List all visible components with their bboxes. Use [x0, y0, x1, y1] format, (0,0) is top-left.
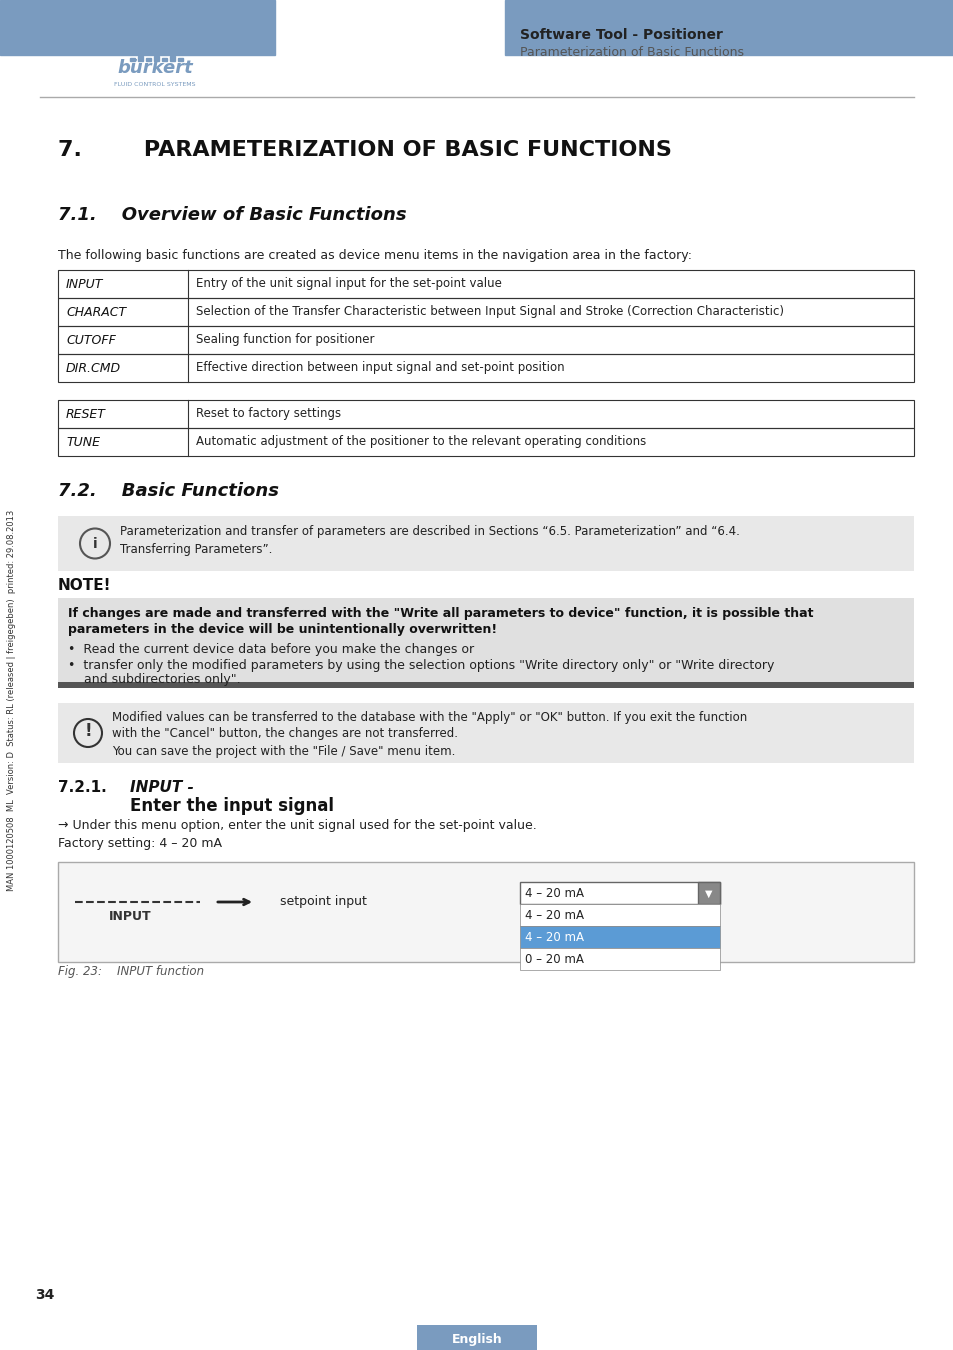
- Bar: [519, 882, 720, 905]
- Text: setpoint input: setpoint input: [280, 895, 367, 909]
- Text: 7.        PARAMETERIZATION OF BASIC FUNCTIONS: 7. PARAMETERIZATION OF BASIC FUNCTIONS: [58, 140, 671, 161]
- Bar: [519, 926, 720, 948]
- Text: FLUID CONTROL SYSTEMS: FLUID CONTROL SYSTEMS: [114, 81, 195, 86]
- Text: Effective direction between input signal and set-point position: Effective direction between input signal…: [195, 362, 564, 374]
- Bar: [58, 354, 913, 382]
- Bar: [138, 55, 143, 61]
- Text: Transferring Parameters”.: Transferring Parameters”.: [120, 543, 273, 555]
- Text: NOTE!: NOTE!: [58, 579, 112, 594]
- Text: and subdirectories only".: and subdirectories only".: [68, 674, 240, 687]
- Text: ▼: ▼: [704, 888, 712, 899]
- Text: Enter the input signal: Enter the input signal: [130, 796, 334, 815]
- Text: INPUT: INPUT: [66, 278, 103, 290]
- Text: INPUT: INPUT: [109, 910, 152, 923]
- Bar: [698, 882, 720, 905]
- Text: •  transfer only the modified parameters by using the selection options "Write d: • transfer only the modified parameters …: [68, 660, 774, 672]
- Bar: [519, 904, 720, 926]
- Text: 7.2.1.: 7.2.1.: [58, 780, 107, 795]
- Bar: [130, 58, 135, 61]
- Bar: [58, 682, 913, 688]
- Text: Reset to factory settings: Reset to factory settings: [195, 408, 341, 420]
- Bar: [178, 58, 183, 61]
- Bar: [416, 1324, 537, 1350]
- Text: DIR.CMD: DIR.CMD: [66, 362, 121, 374]
- Text: 4 – 20 mA: 4 – 20 mA: [524, 931, 583, 944]
- Bar: [153, 55, 159, 61]
- Bar: [504, 0, 953, 55]
- Text: •  Read the current device data before you make the changes or: • Read the current device data before yo…: [68, 644, 474, 656]
- Text: 4 – 20 mA: 4 – 20 mA: [524, 909, 583, 922]
- Text: If changes are made and transferred with the "Write all parameters to device" fu: If changes are made and transferred with…: [68, 608, 813, 621]
- Text: Factory setting: 4 – 20 mA: Factory setting: 4 – 20 mA: [58, 837, 222, 850]
- Bar: [170, 55, 174, 61]
- Text: CUTOFF: CUTOFF: [66, 333, 115, 347]
- Bar: [58, 516, 913, 571]
- Bar: [58, 428, 913, 456]
- Text: Fig. 23:    INPUT function: Fig. 23: INPUT function: [58, 965, 204, 979]
- Text: Software Tool - Positioner: Software Tool - Positioner: [519, 28, 722, 42]
- Text: → Under this menu option, enter the unit signal used for the set-point value.: → Under this menu option, enter the unit…: [58, 819, 537, 833]
- Text: !: !: [84, 722, 91, 740]
- Text: Automatic adjustment of the positioner to the relevant operating conditions: Automatic adjustment of the positioner t…: [195, 436, 645, 448]
- Text: 7.1.    Overview of Basic Functions: 7.1. Overview of Basic Functions: [58, 207, 406, 224]
- Bar: [58, 863, 913, 963]
- Bar: [146, 58, 151, 61]
- Text: Modified values can be transferred to the database with the "Apply" or "OK" butt: Modified values can be transferred to th…: [112, 710, 746, 724]
- Text: bürkert: bürkert: [117, 59, 193, 77]
- Text: parameters in the device will be unintentionally overwritten!: parameters in the device will be uninten…: [68, 624, 497, 636]
- Bar: [519, 948, 720, 971]
- Text: Parameterization and transfer of parameters are described in Sections “6.5. Para: Parameterization and transfer of paramet…: [120, 525, 740, 537]
- Text: TUNE: TUNE: [66, 436, 100, 448]
- Text: 34: 34: [35, 1288, 54, 1301]
- Text: Parameterization of Basic Functions: Parameterization of Basic Functions: [519, 46, 743, 58]
- Bar: [58, 703, 913, 763]
- Text: English: English: [451, 1334, 502, 1346]
- Bar: [58, 598, 913, 682]
- Text: MAN 1000120508  ML  Version: D  Status: RL (released | freigegeben)  printed: 29: MAN 1000120508 ML Version: D Status: RL …: [8, 509, 16, 891]
- Text: INPUT -: INPUT -: [130, 780, 193, 795]
- Bar: [162, 58, 167, 61]
- Bar: [58, 270, 913, 298]
- Text: i: i: [92, 536, 97, 551]
- Text: Selection of the Transfer Characteristic between Input Signal and Stroke (Correc: Selection of the Transfer Characteristic…: [195, 305, 783, 319]
- Bar: [58, 298, 913, 325]
- Text: CHARACT: CHARACT: [66, 305, 126, 319]
- Text: 0 – 20 mA: 0 – 20 mA: [524, 953, 583, 967]
- Text: You can save the project with the "File / Save" menu item.: You can save the project with the "File …: [112, 744, 455, 757]
- Bar: [58, 400, 913, 428]
- Bar: [58, 325, 913, 354]
- Text: The following basic functions are created as device menu items in the navigation: The following basic functions are create…: [58, 248, 691, 262]
- Text: Sealing function for positioner: Sealing function for positioner: [195, 333, 375, 347]
- Text: Entry of the unit signal input for the set-point value: Entry of the unit signal input for the s…: [195, 278, 501, 290]
- Bar: [0, 0, 274, 55]
- Text: 4 – 20 mA: 4 – 20 mA: [524, 887, 583, 900]
- Text: with the "Cancel" button, the changes are not transferred.: with the "Cancel" button, the changes ar…: [112, 728, 457, 741]
- Text: RESET: RESET: [66, 408, 106, 420]
- Text: 7.2.    Basic Functions: 7.2. Basic Functions: [58, 482, 278, 500]
